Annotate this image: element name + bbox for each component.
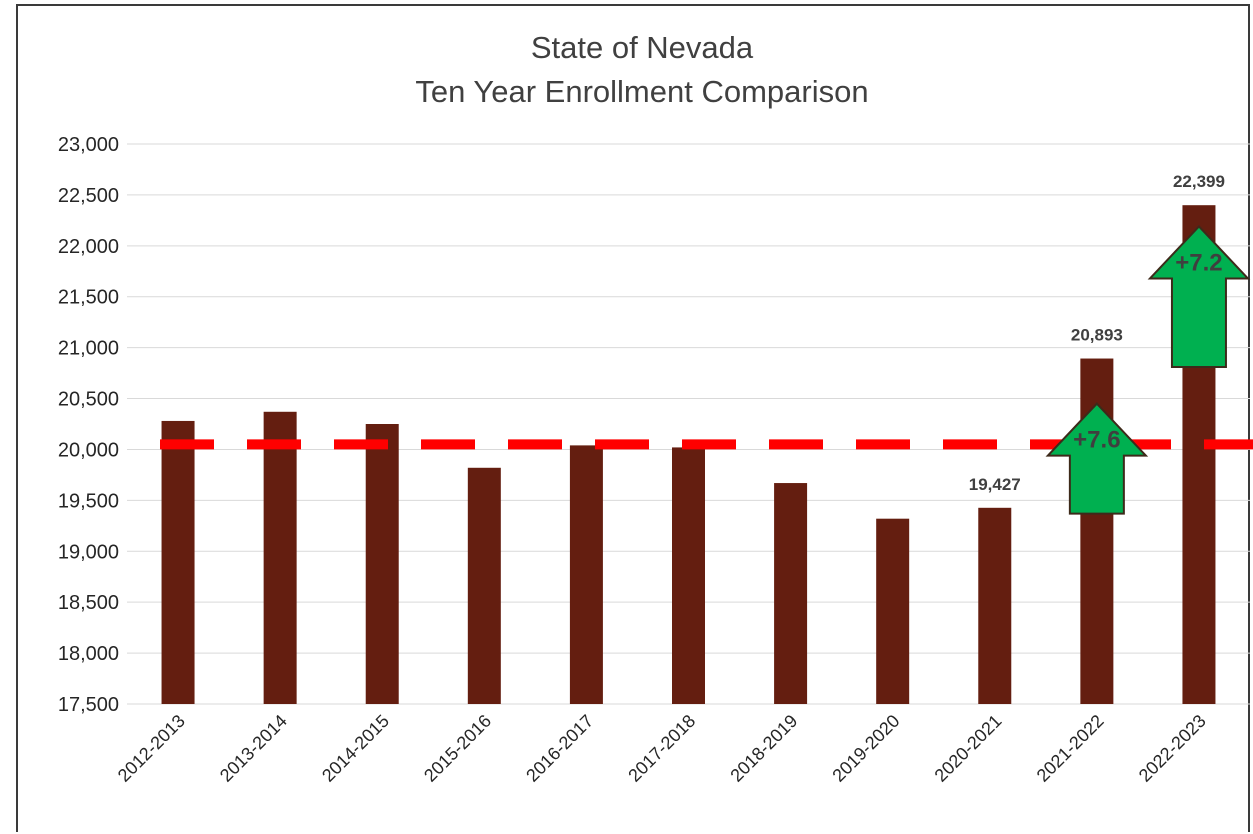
bar (978, 507, 1012, 704)
chart-frame (16, 4, 1250, 832)
y-tick-label: 21,000 (58, 338, 119, 360)
bar (569, 445, 603, 704)
y-axis-ticks: 17,500 18,000 18,500 19,000 19,500 20,000 20,5… (58, 134, 119, 716)
x-tick-label: 2015-2016 (420, 711, 495, 786)
bar (161, 420, 195, 704)
x-tick-label: 2014-2015 (318, 711, 393, 786)
x-tick-label: 2012-2013 (114, 711, 189, 786)
y-tick-label: 19,000 (58, 541, 119, 563)
data-labels: 19,427 20,893 22,399 (969, 172, 1225, 494)
x-axis-ticks: 2012-2013 2013-2014 2014-2015 2015-2016 2016… (114, 711, 1210, 786)
chart-title: State of Nevada Ten Year Enrollment Comp… (415, 30, 868, 109)
data-label: 19,427 (969, 475, 1021, 494)
y-tick-label: 23,000 (58, 134, 119, 156)
increase-arrows: +7.6 +7.2 (1045, 225, 1251, 515)
bars (161, 205, 1216, 704)
arrow-label: +7.2 (1175, 249, 1222, 276)
x-tick-label: 2017-2018 (624, 711, 699, 786)
bar (467, 467, 501, 704)
y-tick-label: 18,500 (58, 592, 119, 614)
x-tick-label: 2022-2023 (1135, 711, 1210, 786)
x-tick-label: 2021-2022 (1033, 711, 1108, 786)
chart-title-line-1: State of Nevada (531, 30, 754, 65)
bar (365, 424, 399, 704)
bar (672, 447, 705, 704)
bar (876, 518, 910, 704)
y-tick-label: 21,500 (58, 287, 119, 309)
y-tick-label: 17,500 (58, 694, 119, 716)
bar (263, 411, 297, 704)
arrow-label: +7.6 (1073, 427, 1120, 454)
bar (774, 483, 808, 704)
up-arrow-shape (1147, 225, 1251, 368)
data-label: 22,399 (1173, 172, 1225, 191)
y-tick-label: 22,000 (58, 236, 119, 258)
x-tick-label: 2018-2019 (726, 711, 801, 786)
y-tick-label: 19,500 (58, 490, 119, 512)
x-tick-label: 2020-2021 (931, 711, 1006, 786)
y-tick-label: 18,000 (58, 643, 119, 665)
x-tick-label: 2013-2014 (216, 711, 291, 786)
y-tick-label: 20,500 (58, 389, 119, 411)
x-tick-label: 2016-2017 (522, 711, 597, 786)
data-label: 20,893 (1071, 326, 1123, 345)
y-tick-label: 20,000 (58, 439, 119, 461)
up-arrow-shape (1045, 402, 1149, 515)
chart-title-line-2: Ten Year Enrollment Comparison (415, 74, 868, 109)
x-tick-label: 2019-2020 (828, 711, 903, 786)
y-tick-label: 22,500 (58, 185, 119, 207)
